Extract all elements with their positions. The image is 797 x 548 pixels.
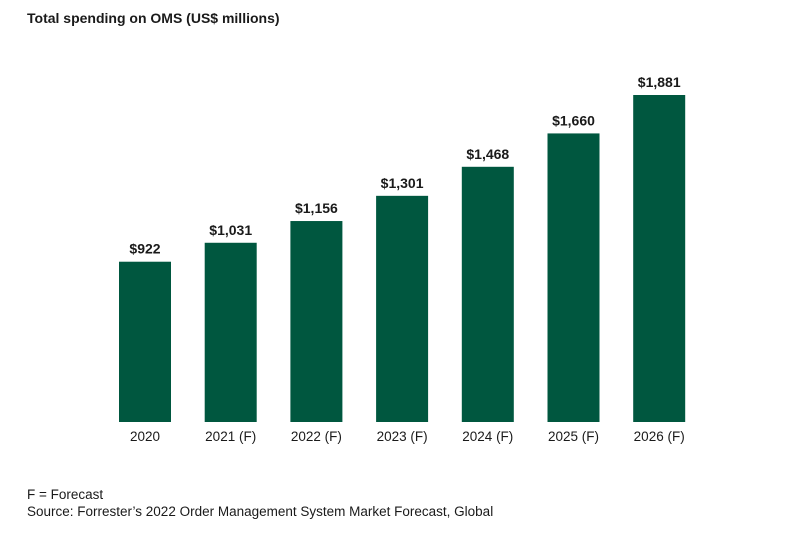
source-note: Source: Forrester’s 2022 Order Managemen…: [27, 504, 494, 519]
data-label: $1,468: [466, 146, 509, 162]
x-tick-label: 2026 (F): [634, 429, 685, 444]
data-label: $1,881: [638, 74, 681, 90]
x-tick-label: 2025 (F): [548, 429, 599, 444]
x-tick-label: 2024 (F): [462, 429, 513, 444]
bar-2023 (F): [376, 195, 429, 422]
chart-notes: F = Forecast Source: Forrester’s 2022 Or…: [27, 486, 493, 520]
bar-2020: [119, 261, 171, 422]
bar-2022 (F): [290, 221, 343, 422]
x-tick-label: 2023 (F): [377, 429, 428, 444]
chart-title: Total spending on OMS (US$ millions): [27, 10, 280, 26]
data-label: $1,301: [381, 175, 424, 191]
data-label: $1,031: [209, 222, 252, 238]
x-tick-label: 2022 (F): [291, 429, 342, 444]
x-tick-label: 2020: [130, 429, 160, 444]
data-label: $922: [129, 241, 160, 257]
bar-2026 (F): [633, 95, 686, 422]
forecast-legend: F = Forecast: [27, 487, 104, 502]
bar-2021 (F): [204, 242, 257, 422]
bar-2024 (F): [461, 166, 514, 422]
data-label: $1,156: [295, 200, 338, 216]
x-tick-label: 2021 (F): [205, 429, 256, 444]
data-label: $1,660: [552, 112, 595, 128]
bar-2025 (F): [547, 133, 600, 422]
